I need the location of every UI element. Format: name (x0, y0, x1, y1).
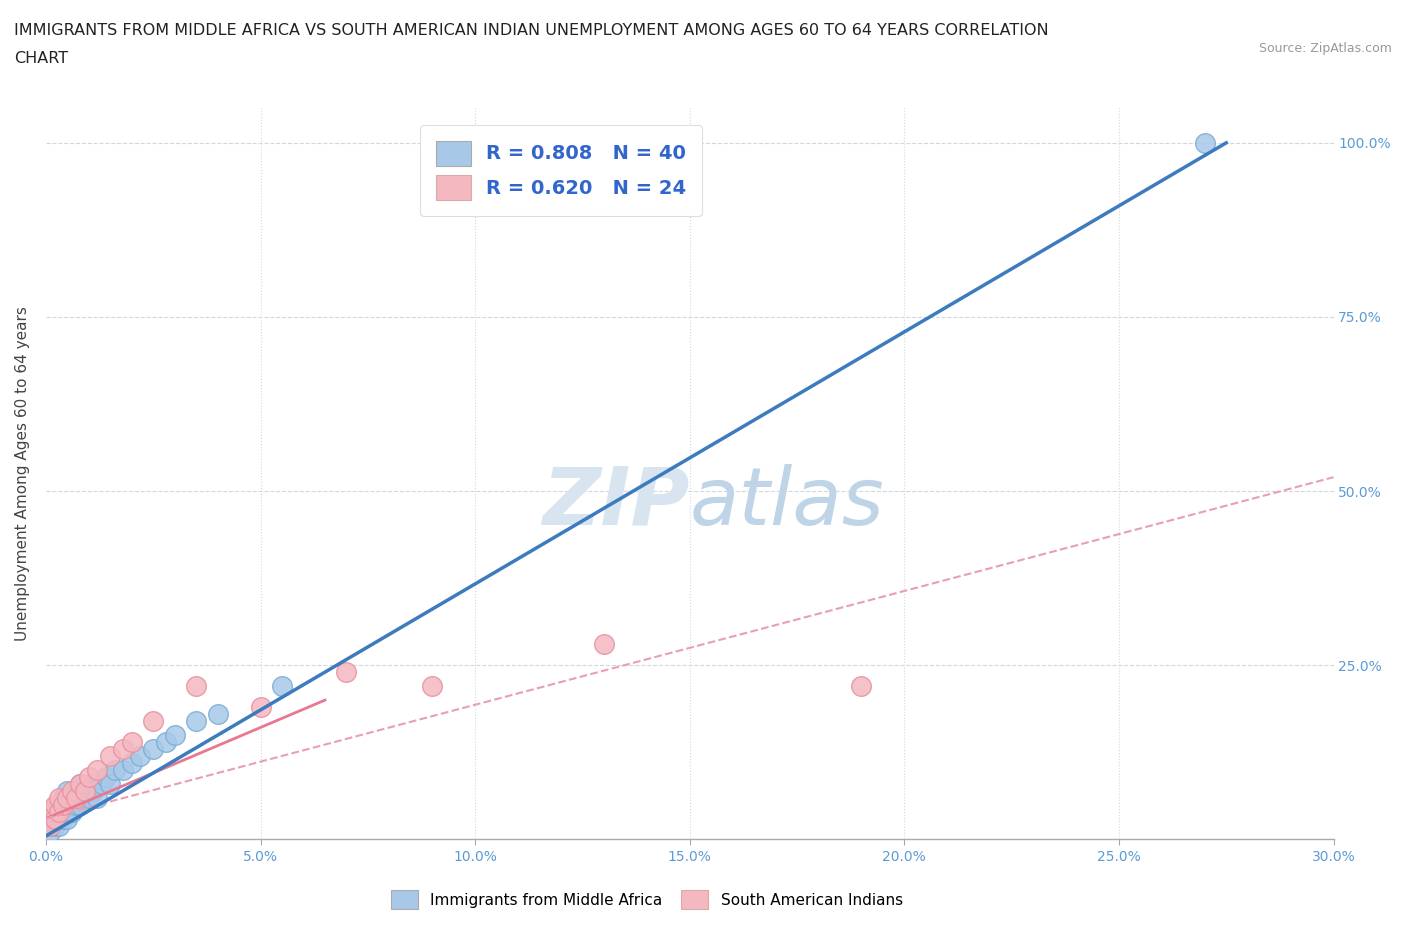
Point (44, 797, 66, 812)
Point (39, 818, 62, 833)
Point (48, 790, 70, 805)
Point (69, 777, 91, 791)
Point (98, 777, 121, 791)
Point (60, 783, 83, 798)
Point (77, 769, 100, 784)
Text: atlas: atlas (690, 464, 884, 542)
Point (142, 713, 165, 728)
Point (142, 741, 165, 756)
Point (39, 811, 62, 826)
Text: ZIP: ZIP (543, 464, 690, 542)
Point (65, 790, 87, 805)
Point (69, 797, 91, 812)
Point (851, 679, 873, 694)
Point (86, 763, 108, 777)
Point (163, 727, 186, 742)
Point (48, 804, 70, 819)
Point (48, 804, 70, 819)
Point (121, 755, 143, 770)
Point (65, 783, 87, 798)
Point (73, 783, 96, 798)
Y-axis label: Unemployment Among Ages 60 to 64 years: Unemployment Among Ages 60 to 64 years (15, 306, 30, 641)
Point (52, 811, 75, 826)
Point (56, 811, 79, 826)
Point (48, 818, 70, 833)
Point (39, 818, 62, 833)
Point (48, 797, 70, 812)
Point (420, 679, 443, 694)
Point (52, 797, 75, 812)
Point (207, 707, 229, 722)
Point (104, 763, 127, 777)
Point (65, 797, 87, 812)
Point (86, 790, 108, 805)
Point (56, 797, 79, 812)
Point (271, 679, 294, 694)
Point (77, 777, 100, 791)
Point (77, 790, 100, 805)
Point (90, 777, 112, 791)
Point (186, 713, 208, 728)
Point (56, 783, 79, 798)
Point (129, 749, 152, 764)
Point (98, 749, 121, 764)
Point (44, 804, 66, 819)
Point (73, 783, 96, 798)
Point (121, 735, 143, 750)
Text: IMMIGRANTS FROM MIDDLE AFRICA VS SOUTH AMERICAN INDIAN UNEMPLOYMENT AMONG AGES 6: IMMIGRANTS FROM MIDDLE AFRICA VS SOUTH A… (14, 23, 1049, 38)
Point (69, 777, 91, 791)
Legend: Immigrants from Middle Africa, South American Indians: Immigrants from Middle Africa, South Ame… (385, 884, 908, 915)
Point (112, 763, 135, 777)
Point (94, 769, 117, 784)
Point (52, 797, 75, 812)
Point (593, 637, 616, 652)
Point (56, 790, 79, 805)
Point (60, 804, 83, 819)
Point (44, 811, 66, 826)
Point (155, 735, 177, 750)
Point (112, 741, 135, 756)
Point (1194, 136, 1216, 151)
Point (335, 665, 357, 680)
Point (39, 804, 62, 819)
Point (82, 783, 104, 798)
Point (186, 679, 208, 694)
Text: Source: ZipAtlas.com: Source: ZipAtlas.com (1258, 42, 1392, 55)
Point (39, 825, 62, 840)
Point (44, 811, 66, 826)
Point (60, 790, 83, 805)
Point (44, 818, 66, 833)
Point (52, 790, 75, 805)
Legend: R = 0.808   N = 40, R = 0.620   N = 24: R = 0.808 N = 40, R = 0.620 N = 24 (420, 125, 702, 216)
Point (249, 699, 271, 714)
Text: CHART: CHART (14, 51, 67, 66)
